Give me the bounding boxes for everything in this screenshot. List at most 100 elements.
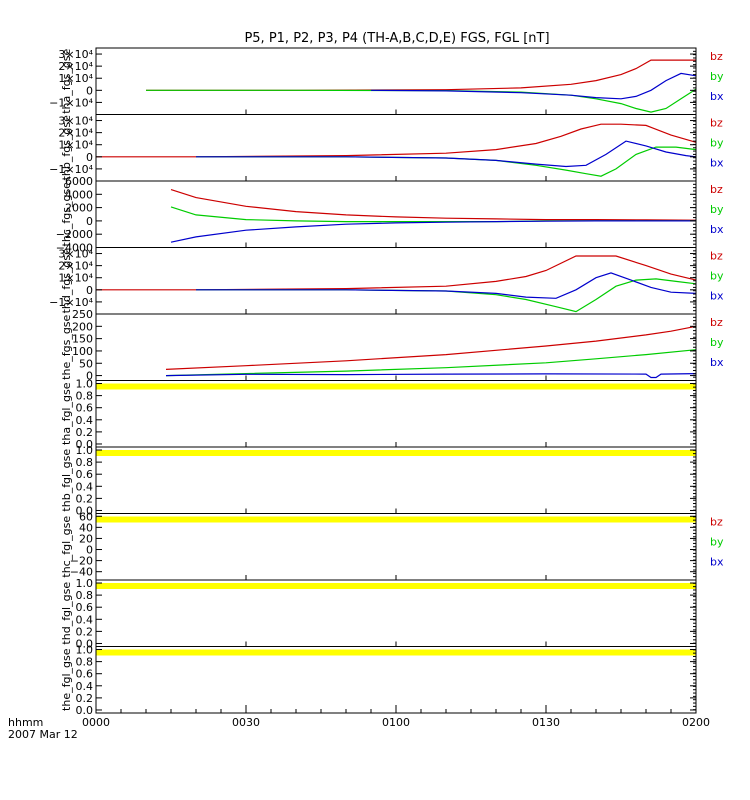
xtick-label: 0100 xyxy=(382,716,410,729)
ytick-label: −1×10⁴ xyxy=(49,296,93,309)
ytick-label: 50 xyxy=(79,357,93,370)
ytick-label: 1×10⁴ xyxy=(58,272,93,285)
ytick-label: 0.2 xyxy=(76,692,94,705)
ytick-label: 0 xyxy=(86,544,93,557)
series-line-bx xyxy=(165,373,697,379)
legend-bz: bz xyxy=(710,316,723,329)
series-line-by xyxy=(146,88,697,113)
ytick-label: 0.6 xyxy=(76,668,94,681)
legend-bz: bz xyxy=(710,250,723,263)
series-line-by xyxy=(165,349,697,377)
legend-bz: bz xyxy=(710,183,723,196)
ylabel: tha_fgl_gse xyxy=(60,382,73,445)
series-line-by xyxy=(196,146,697,177)
series-line-bz xyxy=(146,59,696,91)
ytick-label: −4000 xyxy=(56,242,93,255)
ytick-label: 0.8 xyxy=(76,390,94,403)
ytick-label: 0.0 xyxy=(76,637,94,650)
series-line-bx xyxy=(196,272,697,299)
legend-bx: bx xyxy=(710,290,724,303)
xtick-label: 0130 xyxy=(532,716,560,729)
ylabel: thd_fgs_gse xyxy=(60,248,73,314)
ylabel: the_fgl_gse xyxy=(60,648,73,711)
missing-data-band xyxy=(96,450,696,456)
time-axis: hhmm 2007 Mar 12 0000 0030 0100 0130 0200 xyxy=(8,705,710,741)
series-line-bz xyxy=(170,189,697,221)
ytick-label: −2000 xyxy=(56,228,93,241)
ytick-label: 0.0 xyxy=(76,704,94,717)
ytick-label: 1.0 xyxy=(76,378,94,391)
ytick-label: 3×10⁴ xyxy=(58,48,93,61)
panel-frame xyxy=(95,646,697,714)
ytick-label: 2×10⁴ xyxy=(58,127,93,140)
panel-frame xyxy=(95,247,697,315)
ytick-label: 0 xyxy=(86,370,93,383)
ytick-label: 0.4 xyxy=(76,680,94,693)
ytick-label: 250 xyxy=(72,308,93,321)
ytick-label: 60 xyxy=(79,510,93,523)
legend-by: by xyxy=(710,137,724,150)
ytick-label: −1×10⁴ xyxy=(49,96,93,109)
ytick-label: 2000 xyxy=(65,202,93,215)
ytick-label: 4000 xyxy=(65,188,93,201)
ytick-label: 0.4 xyxy=(76,414,94,427)
panel-frame xyxy=(95,180,697,248)
series-line-bx xyxy=(196,140,697,168)
panel-frame xyxy=(95,380,697,448)
ytick-label: 0.6 xyxy=(76,402,94,415)
legend-by: by xyxy=(710,536,724,549)
ylabel: the_fgs_gse xyxy=(60,314,73,379)
panel-frame xyxy=(95,313,697,381)
series-line-bz xyxy=(96,123,697,158)
legend-by: by xyxy=(710,270,724,283)
ytick-label: 1×10⁴ xyxy=(58,139,93,152)
ytick-label: −40 xyxy=(70,566,93,579)
ylabel: thc_fgl_gse xyxy=(60,516,73,578)
ytick-label: 20 xyxy=(79,532,93,545)
ytick-label: 2×10⁴ xyxy=(58,260,93,273)
series-line-bz xyxy=(165,325,697,370)
series-line-by xyxy=(196,278,697,313)
legend-by: by xyxy=(710,70,724,83)
ytick-label: 0.2 xyxy=(76,426,94,439)
legend-bx: bx xyxy=(710,223,724,236)
ytick-label: 0 xyxy=(86,284,93,297)
ytick-label: 200 xyxy=(72,320,93,333)
ytick-label: 0.4 xyxy=(76,480,94,493)
xtick-label: 0200 xyxy=(682,716,710,729)
ytick-label: 150 xyxy=(72,333,93,346)
ytick-label: 0.0 xyxy=(76,504,94,517)
missing-data-band xyxy=(96,649,696,656)
ytick-label: 0 xyxy=(86,84,93,97)
ytick-label: 0.2 xyxy=(76,492,94,505)
ytick-label: 100 xyxy=(72,345,93,358)
ytick-label: 0 xyxy=(86,215,93,228)
time-axis-row1-label: hhmm xyxy=(8,716,43,729)
series-line-bx xyxy=(370,72,697,100)
series-line-bx xyxy=(170,220,696,243)
ytick-label: 0.0 xyxy=(76,438,94,451)
ytick-label: 1×10⁴ xyxy=(58,72,93,85)
ytick-label: 40 xyxy=(79,521,93,534)
ylabel: thb_fgs_gse xyxy=(60,115,73,181)
missing-data-band xyxy=(96,383,696,390)
ytick-label: 1.0 xyxy=(76,577,94,590)
ytick-label: 2×10⁴ xyxy=(58,60,93,73)
ytick-label: −20 xyxy=(70,555,93,568)
ytick-label: 0.2 xyxy=(76,625,94,638)
panel-frame xyxy=(95,47,697,115)
series-line-bz xyxy=(96,255,697,291)
legend-bx: bx xyxy=(710,356,724,369)
panel-frame xyxy=(95,513,697,581)
legend-bz: bz xyxy=(710,516,723,529)
legend-bx: bx xyxy=(710,556,724,569)
ytick-label: 0.8 xyxy=(76,456,94,469)
